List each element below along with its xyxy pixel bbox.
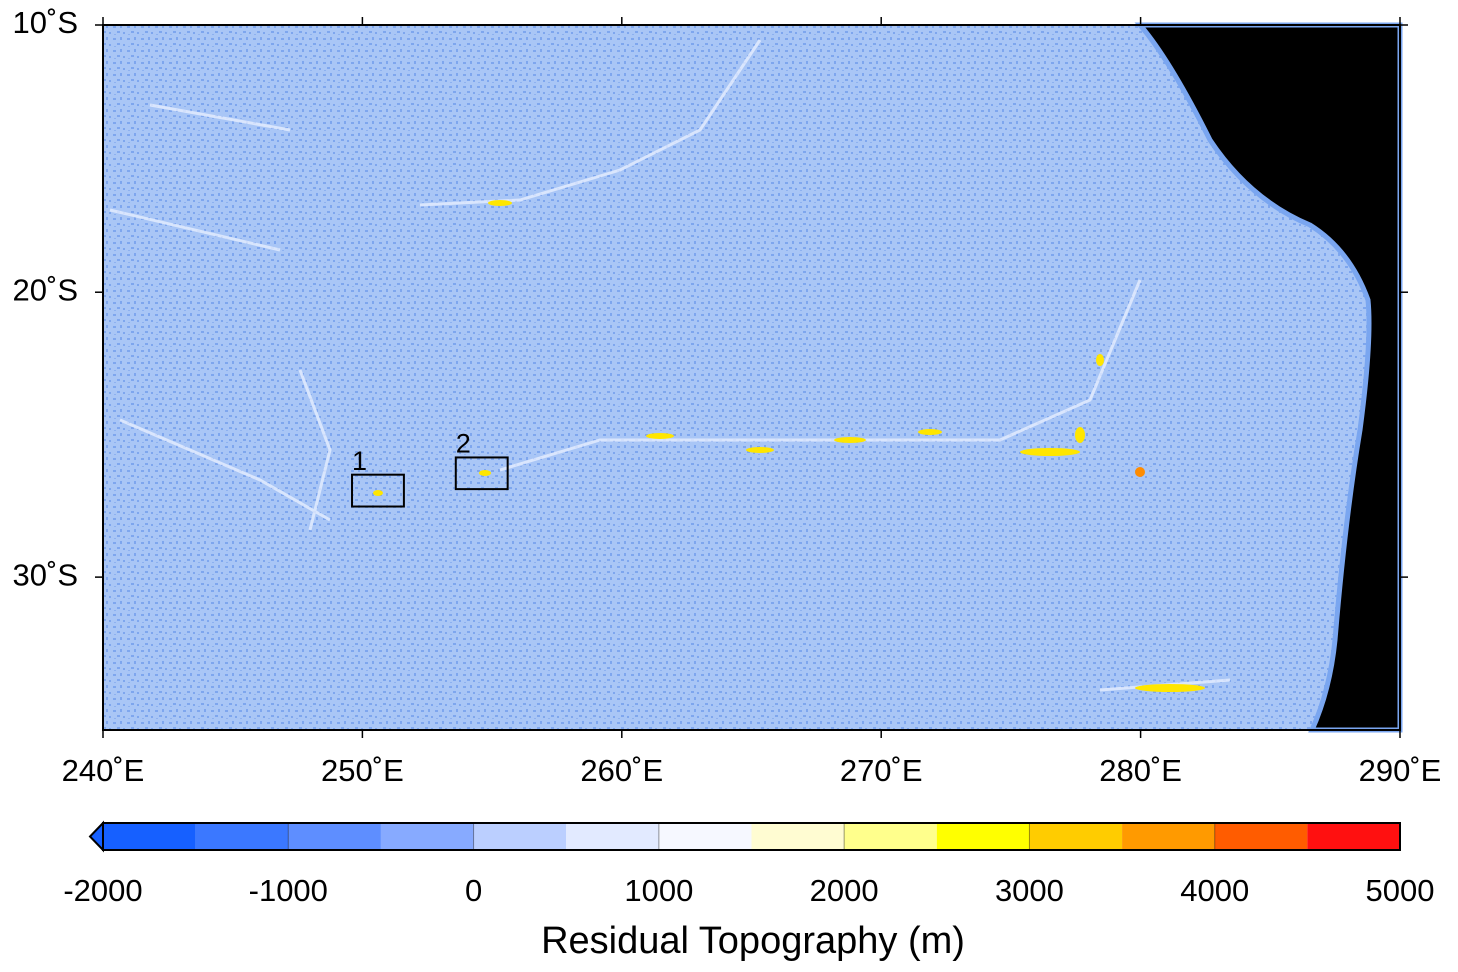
colorbar-segment xyxy=(1029,823,1123,850)
colorbar-tick-label: -2000 xyxy=(63,873,142,908)
ocean xyxy=(103,25,1400,730)
colorbar-segment xyxy=(1122,823,1215,850)
x-tick-label: 290˚E xyxy=(1359,753,1442,788)
box-label: 1 xyxy=(352,446,367,476)
x-tick-label: 240˚E xyxy=(62,753,145,788)
colorbar-extension xyxy=(88,820,104,853)
colorbar-tick-label: 2000 xyxy=(810,873,879,908)
map-area xyxy=(103,22,1403,733)
colorbar-segment xyxy=(751,823,845,850)
study-box xyxy=(351,473,405,508)
study-box xyxy=(454,456,509,491)
colorbar-tick-label: -1000 xyxy=(249,873,328,908)
colorbar-segment xyxy=(844,823,937,850)
map-frame xyxy=(102,24,1401,731)
colorbar-segment xyxy=(658,823,752,850)
x-tick-label: 270˚E xyxy=(840,753,923,788)
land xyxy=(1134,22,1403,733)
colorbar-tick-label: 3000 xyxy=(995,873,1064,908)
colorbar-title: Residual Topography (m) xyxy=(541,920,965,962)
colorbar-segment xyxy=(103,823,196,850)
colorbar-segment xyxy=(1214,823,1308,850)
colorbar-tick-label: 5000 xyxy=(1366,873,1435,908)
x-tick-label: 250˚E xyxy=(321,753,404,788)
colorbar-segment xyxy=(380,823,474,850)
x-tick-label: 260˚E xyxy=(580,753,663,788)
colorbar-tick-label: 4000 xyxy=(1180,873,1249,908)
colorbar-tick-label: 1000 xyxy=(624,873,693,908)
box-label: 2 xyxy=(456,429,471,459)
x-tick-label: 280˚E xyxy=(1099,753,1182,788)
colorbar-segment xyxy=(566,823,659,850)
seafloor-features xyxy=(109,39,1231,692)
colorbar-tick-label: 0 xyxy=(465,873,482,908)
y-tick-label: 10˚S xyxy=(13,5,78,40)
colorbar-segment xyxy=(288,823,381,850)
y-tick-label: 30˚S xyxy=(13,557,78,592)
colorbar-segment xyxy=(195,823,289,850)
ridge-highs xyxy=(373,200,1205,692)
colorbar-segment xyxy=(1307,823,1400,850)
colorbar-frame xyxy=(102,822,1401,851)
y-tick-label: 20˚S xyxy=(13,272,78,307)
colorbar-segment xyxy=(936,823,1030,850)
colorbar-segment xyxy=(473,823,567,850)
